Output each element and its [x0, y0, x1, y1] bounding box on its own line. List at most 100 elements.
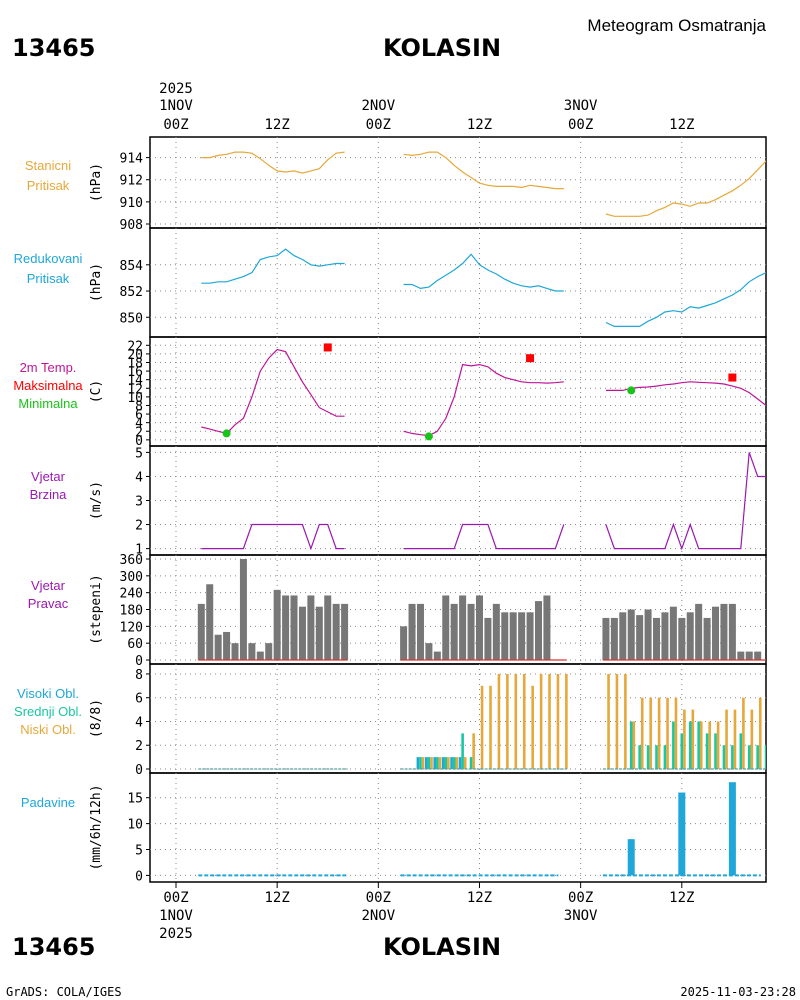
bottom-hour-label: 12Z — [265, 890, 290, 906]
y-tick-label: 60 — [127, 637, 143, 652]
direction-bar — [416, 603, 424, 660]
cloud-bar — [522, 673, 526, 769]
top-date-label: 3NOV — [564, 98, 598, 114]
top-hour-label: 12Z — [669, 117, 694, 133]
direction-bar — [712, 606, 720, 660]
y-tick-label: 5 — [135, 844, 143, 859]
direction-bar — [653, 617, 661, 660]
cloud-bar — [714, 733, 717, 769]
panel-body — [197, 559, 766, 661]
panel-body — [201, 151, 766, 217]
y-tick-label: 852 — [120, 285, 143, 300]
top-hour-label: 12Z — [467, 117, 492, 133]
cloud-bar — [548, 673, 551, 769]
panel-body — [198, 673, 766, 770]
y-tick-label: 15 — [127, 792, 143, 807]
direction-bar — [239, 559, 247, 660]
direction-bar — [273, 589, 281, 660]
y-tick-label: 854 — [120, 259, 144, 274]
cloud-bar — [733, 709, 737, 769]
cloud-bar — [742, 697, 745, 769]
y-tick-label: 14 — [127, 374, 143, 389]
direction-bar — [231, 643, 239, 660]
direction-bar — [619, 612, 627, 660]
y-tick-label: 360 — [120, 553, 143, 568]
panel-2: 850 852 854 (hPa) Redukovani Pritisak — [14, 227, 767, 338]
direction-bar — [728, 603, 736, 660]
station-id-bottom: 13465 — [12, 933, 96, 961]
direction-bar — [703, 617, 711, 660]
panels: 908910912914(hPa)StanicniPritisak8508528… — [13, 136, 767, 884]
direction-bar — [248, 643, 256, 660]
series-line — [605, 160, 766, 217]
y-tick-label: 4 — [135, 715, 143, 730]
y-tick-label: 908 — [120, 218, 143, 233]
precip-bar — [627, 839, 635, 876]
panel-legend-label: Pritisak — [27, 178, 70, 193]
direction-bar — [695, 603, 703, 660]
cloud-bar — [697, 721, 700, 769]
cloud-bar — [683, 709, 686, 769]
panel-legend-label: Pritisak — [27, 271, 70, 286]
cloud-bar — [638, 745, 641, 769]
direction-bar — [315, 606, 323, 660]
top-hour-label: 00Z — [366, 117, 391, 133]
cloud-bar — [506, 673, 509, 769]
panel-legend-label: Stanicni — [25, 158, 71, 173]
cloud-bar — [497, 673, 501, 769]
panel-legend-label: Padavine — [21, 795, 75, 810]
direction-bar — [256, 651, 264, 660]
panel-frame — [149, 227, 767, 338]
y-tick-label: 10 — [127, 818, 143, 833]
direction-bar — [459, 595, 467, 660]
direction-bar — [425, 643, 433, 660]
cloud-bar — [447, 757, 450, 769]
panel-4: 1 2 3 4 5 (m/s) Vjetar Brzina — [30, 445, 767, 558]
panel-legend-label: Vjetar — [31, 578, 66, 593]
panel-legend-label: Minimalna — [18, 396, 78, 411]
bottom-hour-label: 00Z — [163, 890, 188, 906]
y-axis-label: (hPa) — [89, 163, 104, 202]
cloud-bar — [469, 757, 473, 769]
cloud-bar — [433, 757, 437, 769]
panel-legend-label: Vjetar — [31, 469, 66, 484]
cloud-bar — [640, 697, 644, 769]
panel-body — [198, 782, 761, 877]
panel-legend-label: Maksimalna — [13, 378, 83, 393]
y-tick-label: 16 — [127, 365, 143, 380]
series-line — [201, 248, 345, 284]
panel-legend-label: Visoki Obl. — [17, 686, 79, 701]
cloud-bar — [722, 745, 726, 769]
panel-6: 0 2 4 6 8 (8/8) Visoki Obl. Srednji Obl. Niski O… — [14, 663, 767, 778]
cloud-bar — [750, 709, 754, 769]
cloud-bar — [680, 733, 684, 769]
timestamp-text: 2025-11-03-23:28 — [680, 985, 796, 999]
direction-bar — [543, 595, 551, 660]
cloud-bar — [615, 673, 619, 769]
direction-bar — [442, 595, 450, 660]
top-year-label: 2025 — [159, 81, 193, 97]
y-tick-label: 5 — [135, 446, 143, 461]
panel-body — [201, 248, 766, 327]
top-date-label: 2NOV — [361, 98, 395, 114]
panel-legend-label: Pravac — [28, 596, 69, 611]
cloud-bar — [531, 685, 534, 769]
cloud-bar — [514, 673, 518, 769]
direction-bar — [737, 651, 745, 660]
bottom-date-label: 2NOV — [361, 908, 395, 924]
direction-bar — [223, 631, 231, 660]
direction-bar — [408, 603, 416, 660]
cloud-bar — [607, 673, 610, 769]
y-axis-label: (stepeni) — [89, 574, 104, 644]
cloud-bar — [756, 745, 759, 769]
panel-legend-label: Niski Obl. — [20, 722, 76, 737]
y-tick-label: 2 — [135, 519, 143, 534]
cloud-bar — [452, 757, 456, 769]
tmin-marker — [222, 429, 231, 438]
cloud-bar — [556, 673, 560, 769]
precip-bar — [728, 782, 736, 876]
direction-bar — [298, 606, 306, 660]
cloud-bar — [480, 685, 484, 769]
